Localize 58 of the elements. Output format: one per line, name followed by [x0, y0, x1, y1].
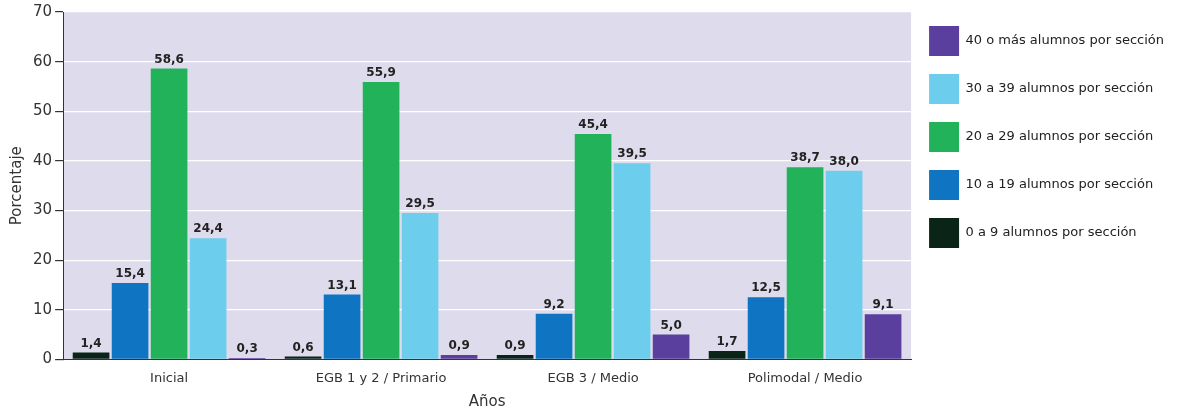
y-tick-label: 50	[32, 101, 53, 120]
bar	[401, 213, 439, 359]
data-label: 13,1	[327, 277, 357, 292]
y-tick-label: 10	[32, 299, 53, 318]
data-label: 0,9	[504, 338, 526, 353]
bar	[535, 313, 573, 359]
data-label: 0,6	[292, 339, 314, 354]
x-tick-label: Polimodal / Medio	[747, 369, 863, 385]
x-tick-label: EGB 3 / Medio	[547, 369, 639, 385]
data-label: 38,7	[790, 150, 820, 165]
legend-label: 30 a 39 alumnos por sección	[965, 80, 1154, 96]
x-tick-label: EGB 1 y 2 / Primario	[315, 369, 447, 385]
bar	[825, 170, 863, 359]
bar	[652, 334, 690, 359]
x-tick-label: Inicial	[150, 369, 189, 385]
data-label: 5,0	[660, 317, 682, 332]
data-label: 39,5	[617, 146, 647, 161]
data-label: 9,2	[543, 296, 565, 311]
bar	[323, 294, 361, 359]
data-label: 15,4	[115, 266, 145, 281]
bar	[189, 238, 227, 359]
data-label: 9,1	[872, 297, 894, 312]
data-label: 29,5	[405, 196, 435, 211]
data-label: 0,9	[448, 338, 470, 353]
bar	[284, 356, 322, 359]
y-tick-label: 30	[32, 200, 53, 219]
data-label: 1,4	[80, 335, 102, 350]
legend-label: 0 a 9 alumnos por sección	[965, 224, 1137, 240]
y-tick-label: 0	[42, 349, 53, 368]
bar	[708, 350, 746, 359]
y-tick-label: 20	[32, 250, 53, 269]
data-label: 38,0	[829, 153, 859, 168]
bar	[574, 134, 612, 359]
x-axis-title: Años	[468, 391, 506, 410]
legend-label: 40 o más alumnos por sección	[965, 32, 1165, 48]
bar	[864, 314, 902, 359]
bar	[786, 167, 824, 359]
legend-label: 10 a 19 alumnos por sección	[965, 176, 1154, 192]
bar	[613, 163, 651, 359]
data-label: 58,6	[154, 51, 184, 66]
data-label: 12,5	[751, 280, 781, 295]
data-label: 55,9	[366, 65, 396, 80]
bar	[747, 297, 785, 359]
legend-label: 20 a 29 alumnos por sección	[965, 128, 1154, 144]
y-tick-label: 60	[32, 51, 53, 70]
data-label: 24,4	[193, 221, 223, 236]
bar	[111, 282, 149, 359]
data-label: 0,3	[236, 341, 258, 356]
data-label: 45,4	[578, 117, 608, 132]
bar	[150, 68, 188, 359]
bar	[362, 81, 400, 359]
y-tick-label: 40	[32, 150, 53, 169]
bar	[440, 354, 478, 359]
bar	[496, 354, 534, 359]
y-tick-label: 70	[32, 1, 53, 20]
data-label: 1,7	[716, 334, 738, 349]
y-axis-title: Porcentaje	[6, 146, 25, 226]
bar	[72, 352, 110, 359]
